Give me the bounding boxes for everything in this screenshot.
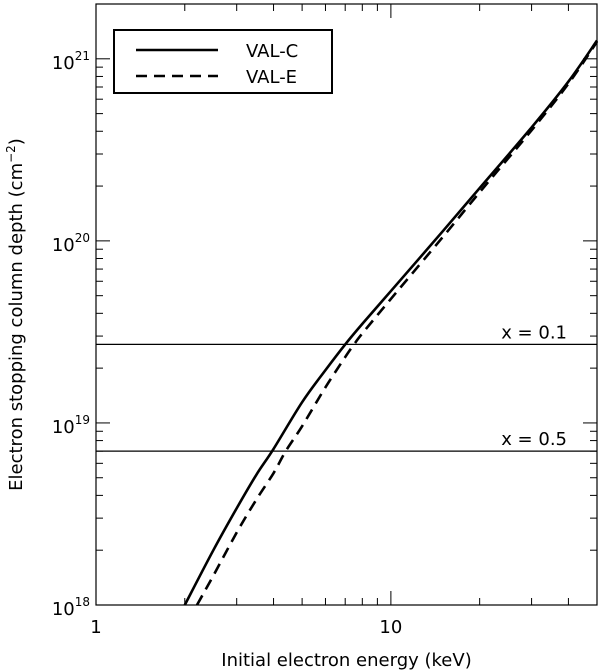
x-axis-label: Initial electron energy (keV) bbox=[221, 650, 471, 671]
y-axis-label-main: Electron stopping column depth (cm bbox=[6, 163, 27, 491]
x-tick-label: 10 bbox=[379, 617, 402, 638]
legend-label-val-c: VAL-C bbox=[246, 41, 298, 62]
y-tick-label: 1021 bbox=[52, 49, 90, 74]
series-group bbox=[183, 39, 599, 606]
y-tick-label: 1020 bbox=[52, 231, 90, 256]
reference-line-label-1: x = 0.5 bbox=[501, 429, 567, 450]
series-val-e bbox=[195, 41, 599, 606]
legend-label-val-e: VAL-E bbox=[246, 67, 297, 88]
plot-frame bbox=[95, 3, 598, 606]
reference-line-label-0: x = 0.1 bbox=[501, 322, 567, 343]
legend: VAL-C VAL-E bbox=[113, 29, 333, 94]
series-val-c bbox=[183, 39, 599, 606]
legend-box bbox=[113, 29, 333, 94]
ticks-group: 1 10 1018 1019 1020 1021 bbox=[52, 3, 598, 638]
x-tick-label: 1 bbox=[90, 617, 101, 638]
y-axis-label-exponent: −2 bbox=[4, 145, 18, 163]
y-tick-label: 1019 bbox=[52, 413, 90, 438]
y-axis-label: Electron stopping column depth (cm−2) bbox=[4, 138, 27, 491]
y-axis-label-close: ) bbox=[6, 138, 27, 145]
y-tick-label: 1018 bbox=[52, 595, 90, 620]
reference-lines: x = 0.1 x = 0.5 bbox=[96, 322, 597, 452]
